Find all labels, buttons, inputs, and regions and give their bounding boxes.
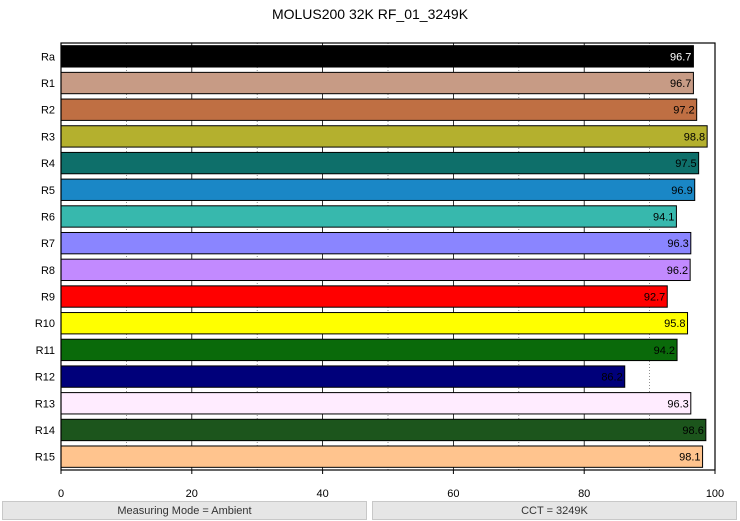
- bar-ra: [60, 45, 694, 68]
- category-label-r6: R6: [41, 211, 55, 223]
- value-label-r12: 86.2: [601, 372, 622, 384]
- value-label-ra: 96.7: [670, 51, 691, 63]
- value-label-r1: 96.7: [670, 78, 691, 90]
- bar-r14: [60, 418, 707, 442]
- bar-r6: [60, 205, 677, 228]
- bar-r12: [60, 365, 626, 388]
- value-label-r9: 92.7: [644, 292, 665, 304]
- bar-r10: [60, 312, 689, 335]
- value-label-r3: 98.8: [684, 131, 705, 143]
- bar-r2: [60, 98, 698, 121]
- x-tick-label: 0: [58, 488, 64, 500]
- cct-status: CCT = 3249K: [372, 501, 737, 520]
- category-label-r9: R9: [41, 292, 55, 304]
- bar-r13: [60, 392, 692, 415]
- category-label-r15: R15: [35, 452, 55, 464]
- value-label-r2: 97.2: [673, 105, 694, 117]
- category-label-r14: R14: [35, 425, 55, 437]
- bar-r3: [60, 125, 708, 148]
- bar-r7: [60, 231, 692, 255]
- category-label-r13: R13: [35, 398, 55, 410]
- x-tick-label: 60: [447, 488, 459, 500]
- category-label-r2: R2: [41, 105, 55, 117]
- x-tick-label: 100: [706, 488, 724, 500]
- value-label-r7: 96.3: [667, 238, 688, 250]
- bar-r15: [60, 445, 704, 468]
- category-label-r7: R7: [41, 238, 55, 250]
- category-label-r8: R8: [41, 265, 55, 277]
- x-tick-label: 20: [186, 488, 198, 500]
- category-label-r3: R3: [41, 131, 55, 143]
- bar-r11: [60, 338, 678, 362]
- value-label-r4: 97.5: [675, 158, 696, 170]
- value-label-r5: 96.9: [671, 185, 692, 197]
- value-label-r6: 94.1: [653, 211, 674, 223]
- value-label-r13: 96.3: [667, 398, 688, 410]
- category-label-r4: R4: [41, 158, 55, 170]
- category-label-r5: R5: [41, 185, 55, 197]
- bar-r4: [60, 151, 700, 175]
- plot-frame: [60, 42, 716, 471]
- x-tick-label: 80: [578, 488, 590, 500]
- x-tick-label: 40: [316, 488, 328, 500]
- bar-chart: Ra 96.7 R1 96.7 R2 97.2 R3 98.8 R4 97.5 R5 96.9 R6 94…: [35, 42, 724, 500]
- value-label-r15: 98.1: [679, 452, 700, 464]
- value-label-r11: 94.2: [654, 345, 675, 357]
- bar-r8: [60, 258, 691, 282]
- value-label-r14: 98.6: [682, 425, 703, 437]
- bar-r9: [60, 285, 668, 308]
- chart-title: MOLUS200 32K RF_01_3249K: [271, 6, 469, 22]
- category-label-r12: R12: [35, 372, 55, 384]
- category-label-ra: Ra: [41, 51, 56, 63]
- bar-r1: [60, 71, 694, 95]
- measuring-mode-status: Measuring Mode = Ambient: [2, 501, 367, 520]
- value-label-r8: 96.2: [667, 265, 688, 277]
- category-label-r1: R1: [41, 78, 55, 90]
- category-label-r11: R11: [36, 345, 55, 357]
- category-label-r10: R10: [35, 318, 55, 330]
- bar-r5: [60, 178, 696, 201]
- value-label-r10: 95.8: [664, 318, 685, 330]
